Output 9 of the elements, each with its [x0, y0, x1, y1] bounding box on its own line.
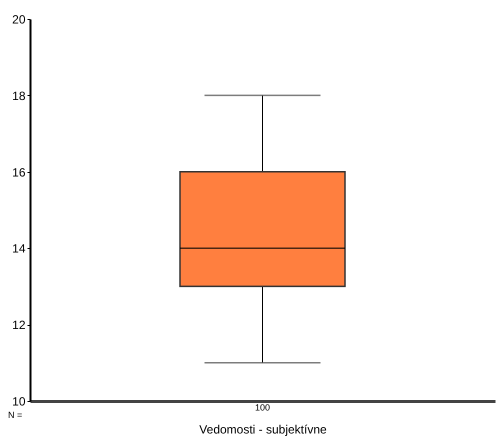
- y-tick-label: 10: [12, 394, 26, 408]
- y-tick-label: 12: [12, 318, 26, 332]
- y-tick-label: 16: [12, 165, 26, 180]
- y-tick-label: 14: [12, 242, 26, 256]
- x-axis-title: Vedomosti - subjektívne: [199, 422, 328, 436]
- text: N =: [8, 410, 22, 420]
- y-tick-label: 20: [12, 12, 26, 26]
- x-tick-label: 100: [254, 402, 270, 412]
- y-tick-label: 18: [12, 88, 26, 103]
